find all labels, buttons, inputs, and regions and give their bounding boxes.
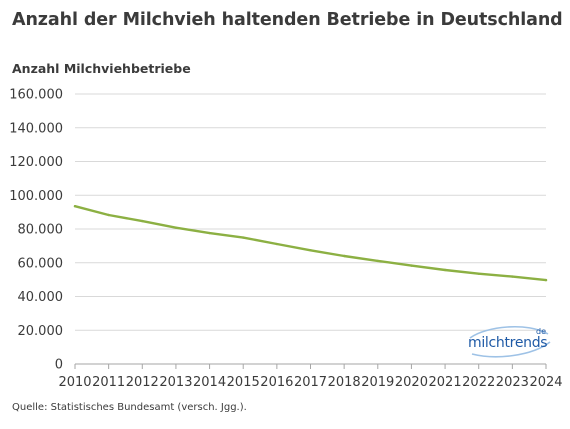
x-tick-label: 2018: [328, 375, 361, 390]
data-point: [208, 231, 211, 235]
x-tick-label: 2021: [429, 375, 462, 390]
x-tick-label: 2015: [227, 375, 260, 390]
data-point: [309, 249, 312, 252]
data-point: [410, 264, 413, 267]
x-tick-label: 2023: [496, 375, 529, 390]
x-tick-label: 2017: [294, 375, 327, 390]
x-tick-label: 2022: [462, 375, 495, 390]
x-tick-label: 2019: [361, 375, 394, 390]
chart-title: Anzahl der Milchvieh haltenden Betriebe …: [12, 10, 563, 30]
data-point: [477, 272, 480, 275]
x-tick-label: 2012: [126, 375, 159, 390]
data-point: [73, 205, 77, 208]
y-tick-label: 120.000: [9, 155, 63, 170]
x-tick-label: 2016: [260, 375, 293, 390]
data-point: [141, 219, 144, 223]
logo-suffix: de: [536, 327, 546, 336]
data-point: [443, 268, 447, 272]
data-point: [376, 259, 379, 263]
source-note: Quelle: Statistisches Bundesamt (versch.…: [12, 402, 247, 413]
series-line: [73, 204, 548, 282]
y-tick-label: 80.000: [18, 223, 64, 238]
data-point: [511, 275, 514, 278]
y-tick-label: 0: [55, 358, 63, 373]
y-tick-label: 160.000: [9, 88, 63, 103]
y-tick-label: 60.000: [18, 256, 64, 271]
data-point: [242, 236, 245, 239]
milchtrends-logo: milchtrends de: [466, 324, 552, 358]
y-tick-label: 20.000: [18, 324, 64, 339]
y-tick-label: 40.000: [18, 290, 64, 305]
x-tick-label: 2011: [92, 375, 125, 390]
data-point: [174, 226, 178, 229]
data-point: [342, 254, 346, 258]
y-tick-label: 140.000: [9, 121, 63, 136]
data-point: [275, 242, 279, 246]
data-point: [107, 213, 110, 217]
logo-swoosh-icon: [469, 325, 551, 358]
x-tick-label: 2020: [395, 375, 428, 390]
logo-text: milchtrends: [468, 335, 548, 351]
y-tick-label: 100.000: [9, 189, 63, 204]
y-axis-label: Anzahl Milchviehbetriebe: [12, 61, 191, 76]
x-tick-label: 2014: [193, 375, 226, 390]
x-tick-label: 2013: [159, 375, 192, 390]
x-tick-label: 2010: [58, 375, 91, 390]
data-point: [544, 278, 548, 282]
x-tick-label: 2024: [529, 375, 562, 390]
